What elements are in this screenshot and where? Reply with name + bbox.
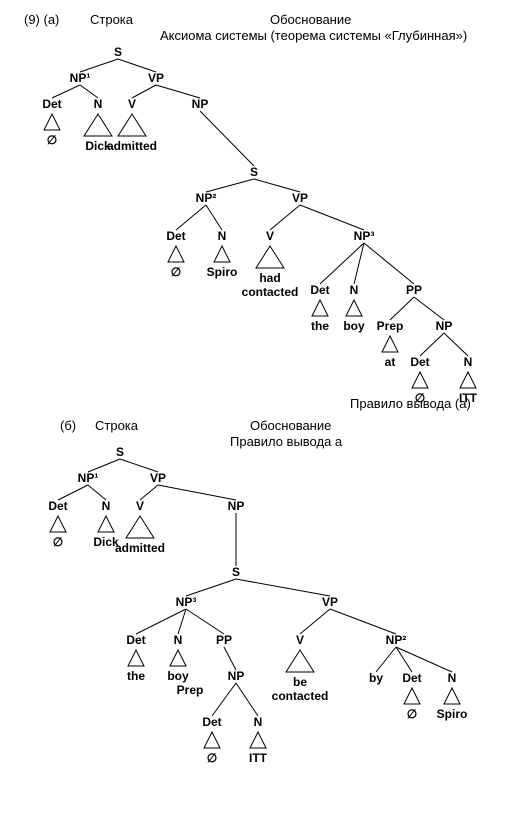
tree-node-b_NP2: NP² <box>386 633 407 647</box>
tree-node-a_NPx: NP <box>192 97 209 111</box>
tree-node-a_NP3: NP³ <box>354 229 375 243</box>
leaf-label: admitted <box>115 541 165 555</box>
tree-node-b_VP: VP <box>150 471 166 485</box>
tree-node-b_by: by <box>369 671 383 685</box>
tree-node-b_NP3: NP³ <box>176 595 197 609</box>
tree-node-a_VP: VP <box>148 71 164 85</box>
tree-node-a_Det3: Det <box>310 283 329 297</box>
tree-node-a_V1: V <box>128 97 136 111</box>
tree-node-a_NP1: NP¹ <box>70 71 91 85</box>
tree-node-b_V2: V <box>296 633 304 647</box>
tree-node-b_Det3: Det <box>126 633 145 647</box>
header-h_obo_a: Обоснование <box>270 12 351 27</box>
header-h_num: (9) (а) <box>24 12 59 27</box>
leaf-label: be <box>293 675 307 689</box>
tree-node-a_N3: N <box>350 283 359 297</box>
leaf-label: boy <box>343 319 365 333</box>
syntax-tree-diagram: (9) (а)СтрокаОбоснованиеАксиома системы … <box>0 0 527 822</box>
leaf-label: Spiro <box>207 265 238 279</box>
tree-node-a_N4: N <box>464 355 473 369</box>
tree-node-b_NPx: NP <box>228 499 245 513</box>
tree-node-a_N2: N <box>218 229 227 243</box>
tree-node-b_N1: N <box>102 499 111 513</box>
tree-node-b_Det2: Det <box>402 671 421 685</box>
tree-node-b_V1: V <box>136 499 144 513</box>
header-h_axi: Аксиома системы (теорема системы «Глубин… <box>160 28 467 43</box>
tree-node-b_S: S <box>116 445 124 459</box>
tree-node-a_S2: S <box>250 165 258 179</box>
tree-node-a_Det1: Det <box>42 97 61 111</box>
tree-node-a_N1: N <box>94 97 103 111</box>
header-h_obo_b: Обоснование <box>250 418 331 433</box>
tree-node-b_VP2: VP <box>322 595 338 609</box>
header-h_rul_a: Правило вывода (а) <box>350 396 471 411</box>
leaf-label: admitted <box>107 139 157 153</box>
tree-node-a_NP2: NP² <box>196 191 217 205</box>
leaf-label: at <box>385 355 396 369</box>
leaf-label: the <box>127 669 145 683</box>
leaf-label: ITT <box>249 751 268 765</box>
tree-node-a_PP: PP <box>406 283 422 297</box>
tree-node-b_Prep: Prep <box>177 683 204 697</box>
tree-node-b_NP1: NP¹ <box>78 471 99 485</box>
leaf-label: ITT <box>459 391 478 405</box>
tree-node-b_NP4: NP <box>228 669 245 683</box>
tree-node-a_Det4: Det <box>410 355 429 369</box>
tree-node-b_N2: N <box>448 671 457 685</box>
leaf-label: ∅ <box>407 707 417 721</box>
header-h_str_b: Строка <box>95 418 139 433</box>
leaf-label: Spiro <box>437 707 468 721</box>
leaf-label: ∅ <box>415 391 425 405</box>
tree-node-a_V2: V <box>266 229 274 243</box>
leaf-label: contacted <box>242 285 299 299</box>
leaf-label: had <box>259 271 280 285</box>
leaf-label: ∅ <box>207 751 217 765</box>
leaf-label: ∅ <box>171 265 181 279</box>
tree-node-a_Prep: Prep <box>377 319 404 333</box>
tree-node-a_VP2: VP <box>292 191 308 205</box>
leaf-label: ∅ <box>47 133 57 147</box>
tree-node-b_Det1: Det <box>48 499 67 513</box>
tree-node-b_Det4: Det <box>202 715 221 729</box>
tree-node-b_PP: PP <box>216 633 232 647</box>
leaf-label: contacted <box>272 689 329 703</box>
tree-node-a_NP4: NP <box>436 319 453 333</box>
tree-node-b_N3: N <box>174 633 183 647</box>
header-h_rul_b: Правило вывода а <box>230 434 343 449</box>
leaf-label: boy <box>167 669 189 683</box>
header-h_str_a: Строка <box>90 12 134 27</box>
tree-node-a_S: S <box>114 45 122 59</box>
leaf-label: the <box>311 319 329 333</box>
header-h_b: (б) <box>60 418 76 433</box>
tree-node-b_N4: N <box>254 715 263 729</box>
tree-node-b_S2: S <box>232 565 240 579</box>
tree-node-a_Det2: Det <box>166 229 185 243</box>
leaf-label: ∅ <box>53 535 63 549</box>
